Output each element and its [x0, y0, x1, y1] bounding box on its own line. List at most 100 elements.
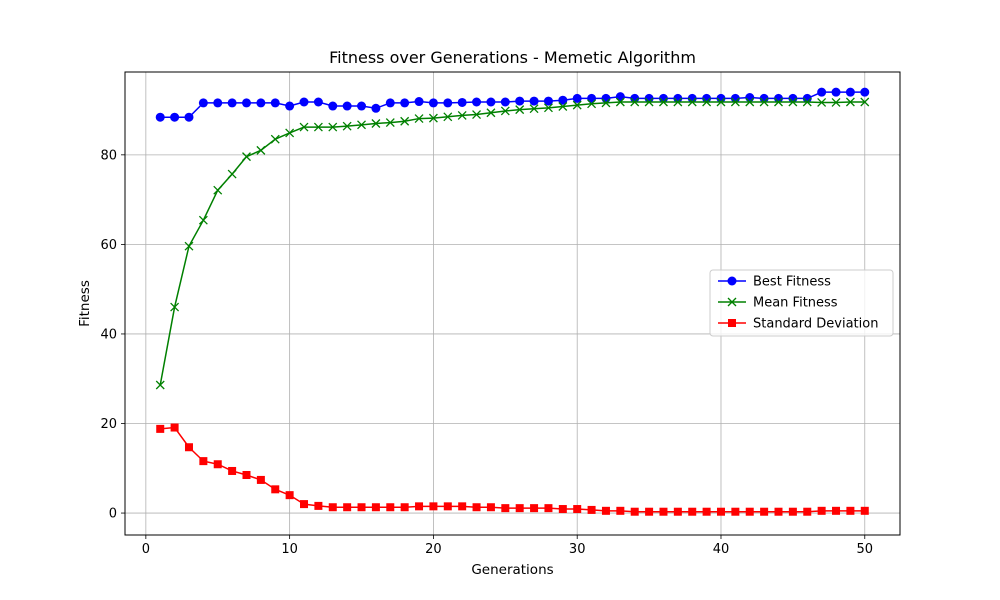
standard-deviation-point	[415, 502, 424, 511]
standard-deviation-point	[673, 507, 682, 516]
y-tick-label: 80	[100, 148, 117, 163]
x-marker-stroke	[428, 113, 438, 123]
standard-deviation-point	[601, 506, 610, 515]
mean-fitness-point	[328, 122, 338, 132]
mean-fitness-point	[702, 97, 712, 107]
best-fitness-point	[831, 87, 841, 97]
legend-item-best-fitness: Best Fitness	[718, 275, 831, 290]
x-marker-stroke	[270, 134, 280, 144]
x-marker-stroke	[213, 185, 223, 195]
standard-deviation-point	[242, 470, 251, 479]
best-fitness-point	[587, 93, 597, 103]
standard-deviation-point	[860, 506, 869, 515]
x-marker-stroke	[702, 97, 712, 107]
x-marker-stroke	[457, 110, 467, 120]
best-fitness-point	[385, 98, 395, 108]
x-marker-stroke	[543, 103, 553, 113]
x-tick-label: 0	[142, 542, 150, 557]
best-fitness-point	[241, 98, 251, 108]
best-fitness-point	[472, 97, 482, 107]
best-fitness-point	[414, 97, 424, 107]
standard-deviation-point	[544, 504, 553, 513]
x-marker-stroke	[558, 102, 568, 111]
mean-fitness-point	[817, 97, 827, 107]
mean-fitness-point	[486, 108, 496, 118]
x-marker-stroke	[831, 97, 841, 107]
best-fitness-point	[170, 112, 180, 122]
x-marker-stroke	[385, 118, 395, 128]
standard-deviation-point	[228, 466, 237, 475]
best-fitness-point	[400, 98, 410, 108]
mean-fitness-point	[601, 98, 611, 108]
mean-fitness-point	[529, 104, 539, 114]
standard-deviation-point	[472, 503, 481, 512]
legend-marker	[727, 297, 737, 307]
mean-fitness-point	[428, 113, 438, 123]
x-marker-stroke	[184, 241, 194, 251]
standard-deviation-point	[400, 503, 409, 512]
y-axis-label: Fitness	[77, 280, 93, 327]
best-fitness-point	[371, 103, 381, 113]
mean-fitness-line	[159, 101, 865, 386]
x-marker-stroke	[759, 97, 769, 107]
mean-fitness-point	[472, 110, 482, 119]
mean-fitness-point	[500, 106, 510, 116]
legend-label: Best Fitness	[753, 275, 831, 290]
standard-deviation-point	[760, 507, 769, 516]
standard-deviation-point	[788, 507, 797, 516]
legend: Best Fitness Mean Fitness Standard Deviati…	[709, 269, 894, 337]
mean-fitness-point	[543, 103, 553, 113]
mean-fitness-point	[270, 134, 280, 144]
legend-item-standard-deviation: Standard Deviation	[718, 317, 878, 332]
standard-deviation-point	[616, 506, 625, 515]
x-marker-stroke	[170, 302, 180, 312]
standard-deviation-point	[486, 503, 495, 512]
standard-deviation-point	[170, 423, 179, 432]
x-tick-label: 10	[281, 542, 298, 557]
best-fitness-point	[227, 98, 237, 108]
mean-fitness-point	[213, 185, 223, 195]
mean-fitness-point	[759, 97, 769, 107]
series-standard-deviation	[156, 423, 869, 516]
best-fitness-point	[500, 97, 510, 107]
mean-fitness-point	[860, 97, 870, 107]
legend-marker	[728, 319, 736, 327]
x-marker-stroke	[155, 380, 165, 390]
x-marker-stroke	[515, 105, 525, 115]
mean-fitness-point	[155, 380, 165, 390]
standard-deviation-point	[688, 507, 697, 516]
standard-deviation-point	[343, 503, 352, 512]
best-fitness-point	[543, 96, 553, 106]
mean-fitness-point	[730, 97, 740, 107]
standard-deviation-point	[832, 506, 841, 515]
standard-deviation-point	[328, 503, 337, 512]
x-marker-stroke	[486, 108, 496, 118]
x-marker-stroke	[860, 97, 870, 107]
x-marker-stroke	[615, 97, 625, 107]
mean-fitness-point	[845, 97, 855, 107]
standard-deviation-point	[817, 506, 826, 515]
standard-deviation-point	[501, 504, 510, 513]
standard-deviation-point	[716, 507, 725, 516]
best-fitness-point	[328, 101, 338, 111]
standard-deviation-point	[530, 504, 539, 513]
plot-frame	[124, 71, 901, 536]
mean-fitness-point	[443, 112, 453, 122]
x-marker-stroke	[256, 145, 266, 155]
standard-deviation-point	[645, 507, 654, 516]
standard-deviation-point	[357, 503, 366, 512]
x-marker-stroke	[587, 99, 597, 109]
x-marker-stroke	[644, 97, 654, 107]
mean-fitness-point	[457, 110, 467, 120]
standard-deviation-point	[558, 505, 567, 514]
mean-fitness-point	[558, 102, 568, 111]
series-layer	[155, 87, 870, 516]
x-marker-stroke	[414, 114, 424, 124]
standard-deviation-point	[587, 505, 596, 514]
legend-marker	[727, 276, 737, 286]
best-fitness-point	[845, 87, 855, 97]
best-fitness-point	[270, 98, 280, 108]
mean-fitness-point	[615, 97, 625, 107]
mean-fitness-point	[385, 118, 395, 128]
best-fitness-point	[428, 98, 438, 108]
